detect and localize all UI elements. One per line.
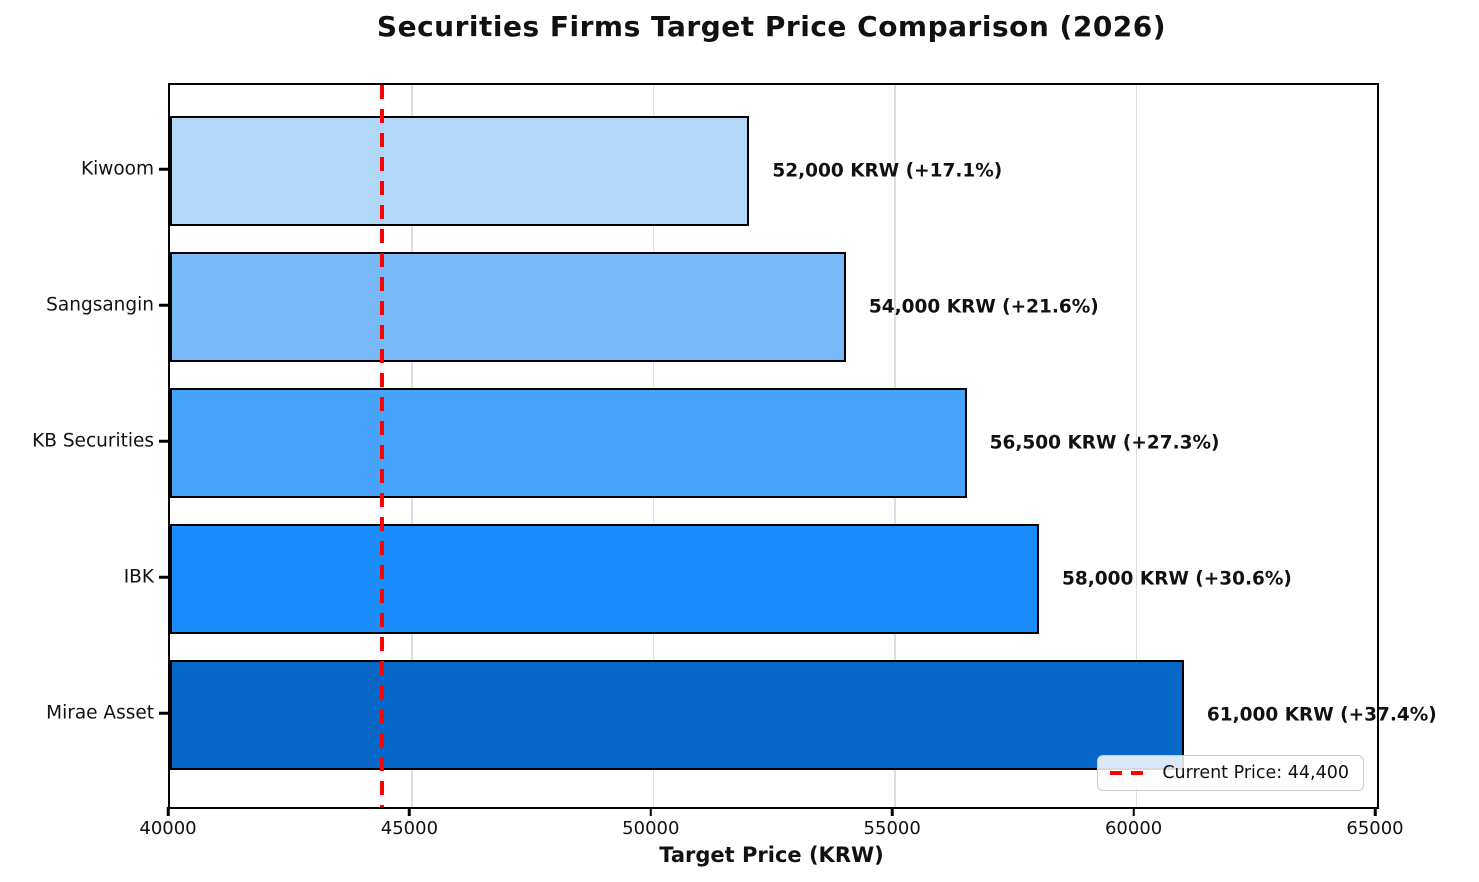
x-tick-mark <box>408 807 411 816</box>
y-tick-mark <box>159 303 168 307</box>
bar-value-label: 52,000 KRW (+17.1%) <box>772 160 1003 182</box>
y-tick-mark <box>159 439 168 443</box>
x-tick-label-40000: 40000 <box>139 818 197 839</box>
x-tick-mark <box>890 807 894 816</box>
bar-kiwoom <box>170 116 750 226</box>
y-tick-mark <box>159 575 168 579</box>
bar-kb-securities <box>170 388 967 498</box>
x-tick-label-50000: 50000 <box>622 818 680 839</box>
bar-sangsangin <box>170 252 846 362</box>
bar-value-label: 54,000 KRW (+21.6%) <box>868 296 1099 318</box>
current-price-reference-line <box>380 85 385 807</box>
plot-area: Current Price: 44,400 52,000 KRW (+17.1%… <box>168 83 1437 809</box>
gridline-x-60000 <box>1135 85 1138 807</box>
x-tick-mark <box>166 807 170 816</box>
y-tick-mark <box>159 711 168 715</box>
x-axis-label: Target Price (KRW) <box>659 843 884 867</box>
x-tick-label-55000: 55000 <box>863 818 921 839</box>
x-tick-mark <box>1132 807 1135 816</box>
y-tick-label-ibk: IBK <box>123 566 154 588</box>
bar-mirae-asset <box>170 660 1184 770</box>
bar-ibk <box>170 524 1040 634</box>
x-tick-mark <box>1373 807 1377 816</box>
x-tick-label-45000: 45000 <box>380 818 439 839</box>
x-tick-label-65000: 65000 <box>1346 818 1404 839</box>
y-tick-label-mirae-asset: Mirae Asset <box>46 702 154 724</box>
chart-title: Securities Firms Target Price Comparison… <box>376 10 1167 43</box>
y-tick-mark <box>159 167 168 171</box>
y-tick-label-kb-securities: KB Securities <box>32 430 154 452</box>
bar-value-label: 58,000 KRW (+30.6%) <box>1062 568 1292 590</box>
y-tick-label-sangsangin: Sangsangin <box>46 294 154 316</box>
legend-dashed-line-icon <box>1110 771 1151 775</box>
bar-value-label: 56,500 KRW (+27.3%) <box>989 432 1220 454</box>
x-tick-label-60000: 60000 <box>1104 818 1163 839</box>
bar-value-label: 61,000 KRW (+37.4%) <box>1206 704 1437 726</box>
y-tick-label-kiwoom: Kiwoom <box>80 158 154 180</box>
legend-label: Current Price: 44,400 <box>1162 763 1349 783</box>
x-tick-mark <box>649 807 653 816</box>
legend: Current Price: 44,400 <box>1097 755 1364 791</box>
